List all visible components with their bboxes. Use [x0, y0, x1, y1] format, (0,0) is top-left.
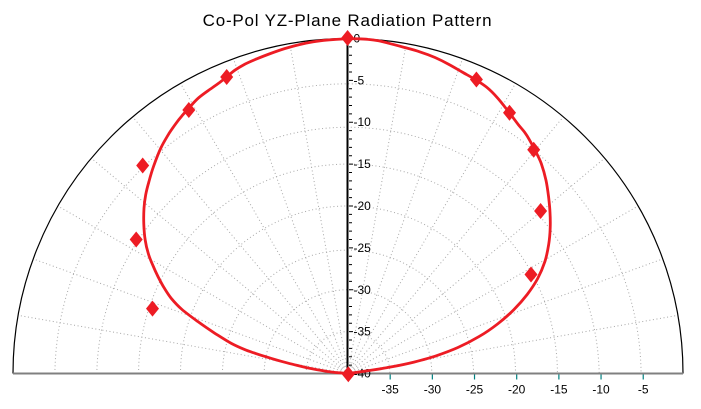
svg-text:-20: -20	[508, 383, 526, 397]
svg-text:-35: -35	[354, 325, 372, 339]
svg-text:-10: -10	[354, 115, 372, 129]
svg-text:-35: -35	[382, 383, 400, 397]
svg-text:-10: -10	[592, 383, 610, 397]
svg-text:-30: -30	[424, 383, 442, 397]
svg-text:Co-Pol YZ-Plane Radiation Patt: Co-Pol YZ-Plane Radiation Pattern	[203, 11, 493, 30]
svg-text:-5: -5	[354, 73, 365, 87]
svg-text:-25: -25	[354, 241, 372, 255]
svg-text:-30: -30	[354, 283, 372, 297]
svg-text:-5: -5	[638, 383, 649, 397]
svg-text:-25: -25	[466, 383, 484, 397]
svg-text:-15: -15	[354, 157, 372, 171]
svg-text:-15: -15	[550, 383, 568, 397]
svg-text:-20: -20	[354, 199, 372, 213]
